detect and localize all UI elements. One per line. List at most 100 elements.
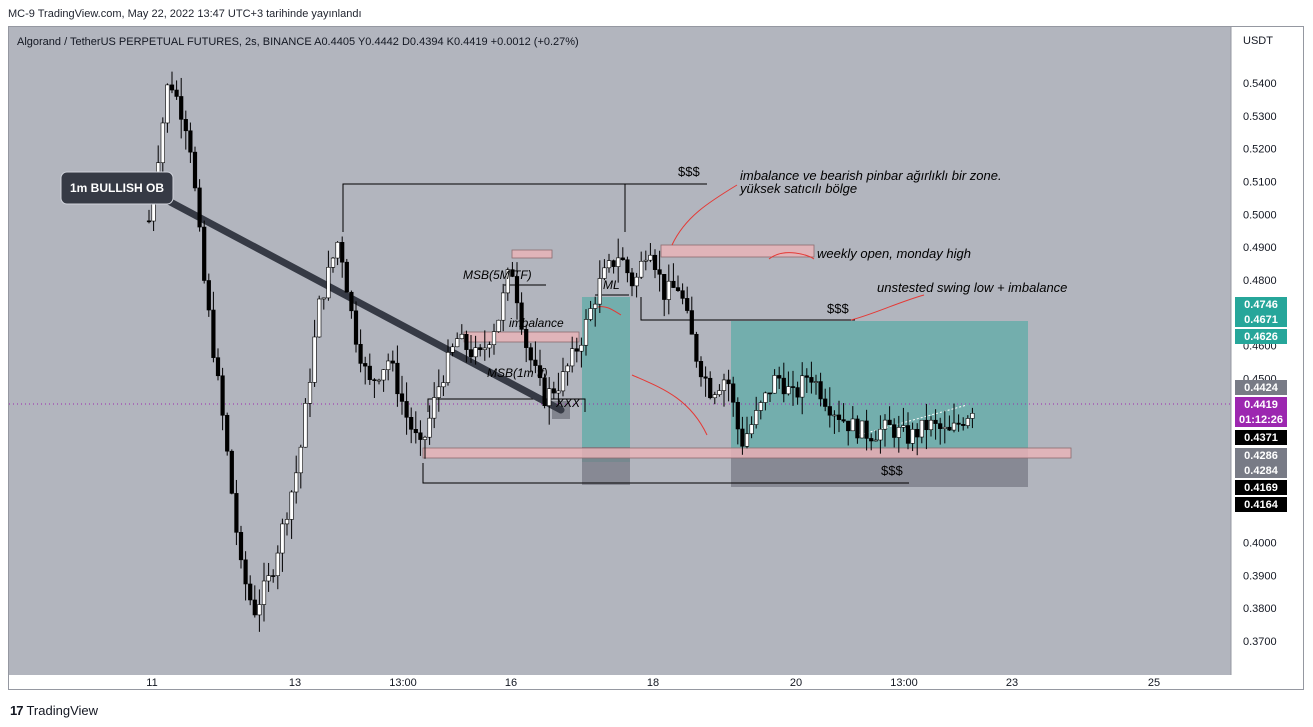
candle-body-144	[809, 377, 814, 383]
candle-body-154	[855, 418, 860, 439]
candle-body-135	[767, 392, 773, 395]
price-label-box-5	[1235, 412, 1287, 427]
candle-body-125	[721, 379, 727, 391]
candle-body-29	[280, 523, 285, 554]
candle-body-100	[606, 260, 612, 269]
price-tick-13: 0.3700	[1243, 636, 1277, 648]
candle-body-85	[537, 365, 543, 379]
candle-body-61	[427, 417, 432, 438]
candle-body-160	[882, 419, 888, 430]
candle-body-60	[422, 436, 428, 440]
candle-body-30	[284, 519, 290, 525]
price-tick-11: 0.3900	[1243, 570, 1277, 582]
time-tick-3: 16	[505, 677, 517, 689]
candle-body-6	[174, 89, 179, 97]
candle-body-36	[312, 336, 317, 383]
price-label-9: 0.4169	[1244, 482, 1278, 494]
price-label-1: 0.4671	[1244, 314, 1278, 326]
candle-body-152	[846, 420, 851, 432]
annotation-dollar-top: $$$	[678, 164, 700, 179]
candle-body-162	[892, 424, 897, 438]
candle-body-38	[321, 297, 326, 300]
candle-body-57	[409, 417, 414, 430]
annotation-weekly-open: weekly open, monday high	[817, 246, 971, 261]
candle-body-79	[510, 269, 515, 277]
candle-body-167	[915, 428, 920, 438]
candle-body-56	[404, 401, 409, 418]
price-label-box-10	[1235, 497, 1287, 512]
candle-body-126	[726, 379, 731, 385]
candle-body-117	[685, 298, 690, 311]
candle-body-3	[160, 122, 165, 164]
candle-body-159	[878, 428, 883, 441]
chart-canvas[interactable]: $$$ imbalance ve bearish pinbar ağırlıkl…	[9, 27, 1303, 689]
candle-body-98	[597, 278, 602, 305]
footer-brand: TradingView	[26, 702, 99, 718]
candle-body-24	[257, 604, 262, 616]
price-label-8: 0.4284	[1244, 465, 1279, 477]
candle-body-114	[671, 280, 676, 288]
candle-body-109	[648, 254, 653, 261]
candle-body-103	[620, 257, 625, 261]
candle-body-88	[551, 388, 556, 394]
zones-layer	[422, 244, 1072, 487]
candle-body-124	[717, 390, 722, 395]
candle-body-50	[376, 379, 382, 382]
candle-body-129	[740, 428, 745, 447]
candle-body-111	[657, 269, 662, 275]
candle-body-122	[708, 377, 713, 399]
price-label-box-7	[1235, 448, 1287, 463]
candle-body-110	[652, 254, 658, 270]
candle-body-22	[248, 583, 253, 601]
candle-body-71	[473, 347, 478, 358]
candle-body-139	[786, 386, 791, 395]
candle-body-164	[901, 425, 906, 428]
candle-body-143	[804, 375, 809, 378]
candle-body-9	[188, 130, 193, 153]
candle-body-10	[192, 151, 198, 189]
candle-body-158	[873, 439, 878, 442]
publish-banner: MC-9 TradingView.com, May 22, 2022 13:47…	[8, 8, 362, 20]
price-tick-3: 0.5100	[1243, 176, 1277, 188]
candle-body-145	[813, 381, 819, 383]
time-tick-1: 13	[289, 677, 301, 689]
bullish-ob-callout[interactable]: 1m BULLISH OB	[60, 171, 174, 205]
candle-body-165	[905, 425, 911, 444]
candle-body-112	[662, 274, 667, 300]
candle-body-86	[542, 377, 547, 406]
candle-body-105	[629, 272, 635, 287]
candle-body-166	[910, 428, 915, 444]
annotation-ml: ML	[603, 278, 620, 292]
time-tick-2: 13:00	[389, 677, 417, 689]
candle-body-94	[579, 344, 584, 352]
green-box-left	[582, 297, 630, 462]
candle-body-169	[924, 419, 929, 431]
candle-body-149	[832, 414, 837, 417]
candle-body-147	[823, 398, 828, 407]
candle-body-72	[478, 347, 483, 350]
candle-body-51	[381, 369, 386, 381]
candle-body-63	[436, 386, 441, 398]
candle-body-157	[869, 438, 874, 442]
candle-body-141	[795, 387, 800, 398]
symbol-info-line: Algorand / TetherUS PERPETUAL FUTURES, 2…	[17, 36, 579, 48]
pink-zone-long	[422, 447, 1072, 459]
candle-body-153	[850, 418, 855, 432]
price-tick-0: 0.5400	[1243, 78, 1277, 90]
candle-body-5	[169, 84, 175, 91]
candle-body-23	[252, 599, 257, 616]
candle-body-70	[468, 349, 474, 358]
green-box-right	[731, 321, 1028, 449]
candle-body-89	[556, 390, 561, 394]
candle-body-173	[942, 426, 947, 429]
candle-body-31	[289, 491, 294, 520]
candle-body-115	[675, 287, 681, 291]
candle-body-16	[220, 375, 225, 416]
candle-body-142	[800, 375, 805, 398]
candle-body-68	[459, 333, 464, 339]
candle-body-120	[698, 361, 704, 378]
candle-body-39	[326, 266, 331, 299]
candle-body-75	[491, 331, 497, 346]
candle-body-8	[183, 119, 188, 132]
candle-body-176	[956, 422, 961, 425]
